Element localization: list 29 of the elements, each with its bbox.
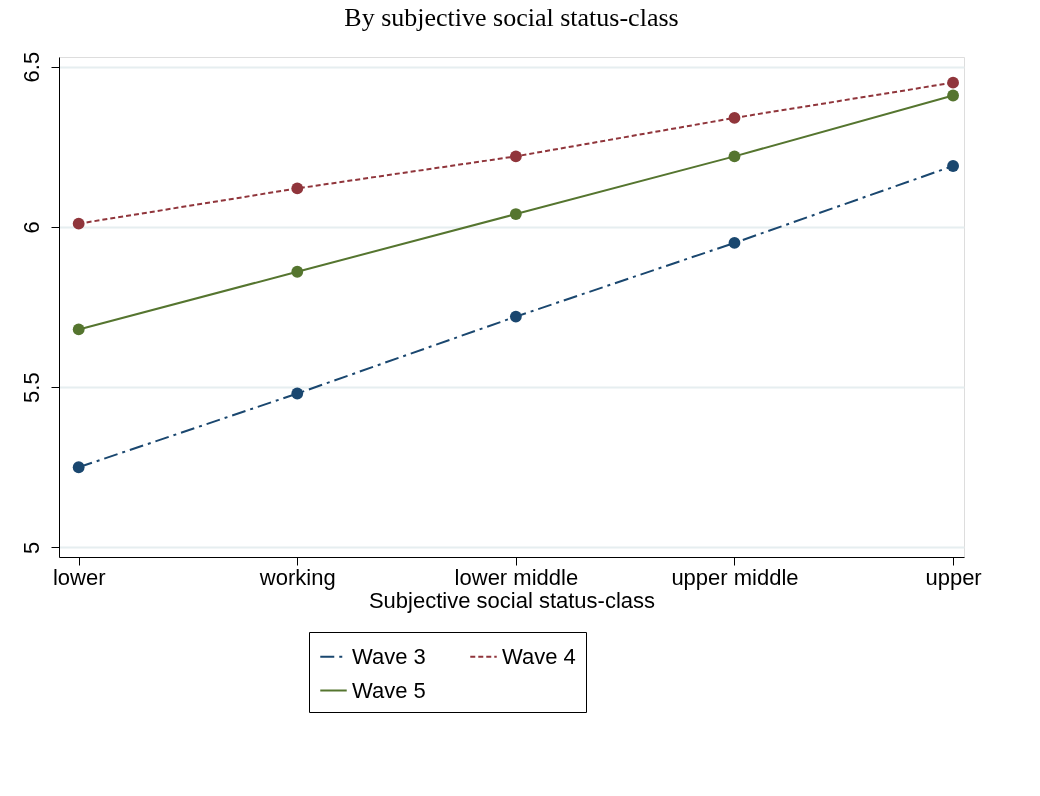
legend-label: Wave 3 xyxy=(352,643,426,669)
x-tick-label: lower xyxy=(52,564,106,590)
point xyxy=(291,265,304,278)
x-tick-label: upper middle xyxy=(671,564,799,590)
point xyxy=(291,387,304,400)
point xyxy=(728,236,741,249)
chart-title: By subjective social status-class xyxy=(344,3,679,33)
point xyxy=(72,217,85,230)
y-tick-label: 5 xyxy=(18,541,44,555)
x-tick-label: lower middle xyxy=(454,564,579,590)
x-tick-label: working xyxy=(258,564,336,590)
x-tick-label: upper xyxy=(925,564,982,590)
point xyxy=(947,160,959,172)
point xyxy=(509,208,522,220)
point xyxy=(72,461,85,474)
y-tick-label: 5.5 xyxy=(18,372,44,403)
y-tick-label: 6.5 xyxy=(18,51,44,83)
legend-label: Wave 5 xyxy=(352,677,426,703)
x-axis-title: Subjective social status-class xyxy=(368,587,656,613)
point xyxy=(509,310,522,323)
point xyxy=(947,89,959,102)
point xyxy=(509,150,522,163)
y-tick-label: 6 xyxy=(18,221,44,234)
point xyxy=(291,182,304,195)
point xyxy=(728,111,741,124)
legend-label: Wave 4 xyxy=(502,643,576,669)
point xyxy=(72,323,85,336)
point xyxy=(947,76,959,89)
point xyxy=(728,150,741,163)
